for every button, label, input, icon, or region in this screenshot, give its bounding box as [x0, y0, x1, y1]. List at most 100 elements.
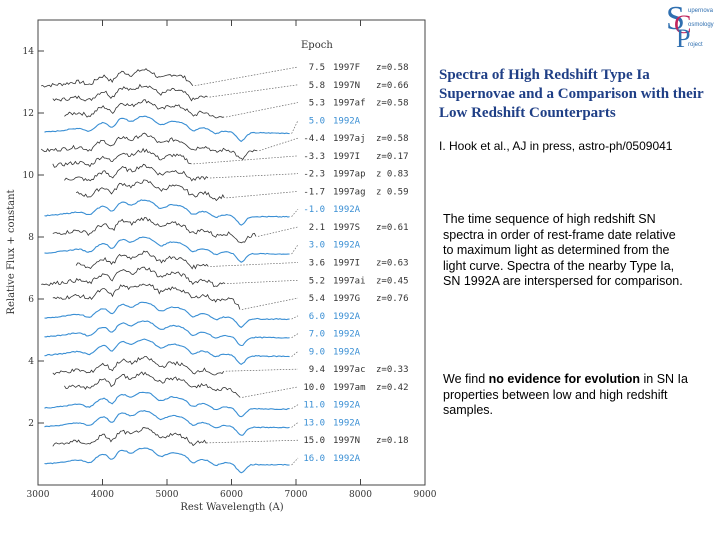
sn-name-label: 1997N	[333, 436, 360, 446]
spectrum-line	[44, 236, 290, 263]
epoch-label: 7.5	[309, 63, 325, 73]
sn-name-label: 1992A	[333, 330, 361, 340]
spectrum-line	[64, 371, 241, 398]
epoch-label: 5.0	[309, 116, 325, 126]
leader-line	[210, 262, 299, 267]
spectrum-line	[40, 132, 258, 161]
leader-line	[291, 457, 299, 466]
epoch-label: -4.4	[303, 134, 325, 144]
logo-word-2: osmology	[688, 22, 714, 28]
sn-name-label: 1997ag	[333, 187, 366, 197]
spectrum-line	[52, 427, 208, 447]
epoch-label: -1.0	[303, 205, 325, 215]
spectra-chart: 3000 4000 5000 6000 7000 8000 9000 2 4 6 8 10 12 14 7…	[6, 19, 437, 513]
epoch-label: 15.0	[303, 436, 325, 446]
epoch-label: 5.2	[309, 276, 325, 286]
leader-line	[291, 351, 299, 357]
sn-name-label: 1997F	[333, 63, 360, 73]
x-tick-label: 9000	[414, 490, 437, 500]
conclusion-pre: We find	[443, 372, 489, 386]
spectrum-line	[64, 99, 225, 119]
leader-line	[291, 208, 299, 217]
leader-line	[291, 120, 299, 134]
redshift-label: z 0.59	[376, 187, 409, 197]
leader-line	[193, 155, 299, 165]
y-tick-label: 14	[23, 47, 35, 57]
epoch-label: -3.3	[303, 152, 325, 162]
epoch-label: -1.7	[303, 187, 325, 197]
sn-name-label: 1992A	[333, 401, 361, 411]
spectrum-line	[44, 301, 290, 329]
epoch-label: 16.0	[303, 454, 325, 464]
epoch-label: 2.1	[309, 223, 325, 233]
y-tick-label: 4	[28, 357, 34, 367]
sn-name-label: 1997ac	[333, 365, 366, 375]
epoch-label: 13.0	[303, 418, 325, 428]
sn-name-label: 1997ai	[333, 276, 366, 286]
sn-name-label: 1992A	[333, 116, 361, 126]
conclusion-post: in SN Ia properties between low and high…	[443, 372, 688, 417]
sn-name-label: 1992A	[333, 241, 361, 251]
leader-line	[242, 386, 299, 398]
leader-line	[257, 226, 299, 237]
redshift-label: z=0.42	[376, 383, 409, 393]
sn-name-label: 1992A	[333, 205, 361, 215]
logo-letter-c: C	[674, 10, 692, 39]
x-tick-label: 6000	[220, 490, 243, 500]
leader-line	[209, 84, 299, 98]
epoch-label: 3.0	[309, 241, 325, 251]
redshift-label: z=0.61	[376, 223, 409, 233]
redshift-label: z=0.58	[376, 99, 409, 109]
epoch-label: 7.0	[309, 330, 325, 340]
leader-line	[291, 315, 299, 320]
spectrum-line	[44, 410, 290, 436]
logo-word-3: roject	[688, 42, 703, 48]
spectrum-line	[44, 338, 290, 365]
scp-logo: S C P upernova osmology roject	[660, 0, 716, 54]
epoch-label: 5.8	[309, 81, 325, 91]
logo-word-1: upernova	[688, 8, 714, 14]
y-tick-label: 2	[28, 419, 34, 429]
spectrum-line	[52, 83, 208, 102]
slide-title: Spectra of High Redshift Type Ia Superno…	[439, 67, 704, 121]
citation: I. Hook et al., AJ in press, astro-ph/05…	[439, 139, 673, 153]
redshift-label: z=0.76	[376, 294, 409, 304]
leader-line	[226, 191, 299, 199]
plot-frame	[37, 19, 426, 486]
description-text: The time sequence of high redshift SN sp…	[443, 212, 683, 288]
legend-header: Epoch	[301, 40, 333, 51]
spectrum-line	[52, 283, 241, 310]
leader-line	[291, 244, 299, 255]
y-tick-label: 12	[23, 109, 34, 119]
sn-name-label: 1997am	[333, 383, 366, 393]
spectrum-line	[52, 147, 192, 168]
sn-name-label: 1992A	[333, 347, 361, 357]
redshift-label: z 0.83	[376, 170, 409, 180]
redshift-label: z=0.17	[376, 152, 409, 162]
x-tick-label: 7000	[285, 490, 308, 500]
spectrum-line	[52, 217, 257, 244]
epoch-label: 11.0	[303, 401, 325, 411]
sn-name-label: 1992A	[333, 454, 361, 464]
spectrum-line	[64, 163, 209, 182]
leader-line	[226, 102, 299, 118]
spectrum-line	[41, 68, 194, 88]
y-tick-label: 6	[28, 295, 34, 305]
epoch-label: 5.4	[309, 294, 325, 304]
y-tick-label: 8	[28, 233, 34, 243]
leader-line	[241, 297, 299, 310]
y-tick-label: 10	[23, 171, 35, 181]
sn-name-label: 1997G	[333, 294, 360, 304]
sn-name-label: 1997ap	[333, 170, 366, 180]
epoch-label: 3.6	[309, 259, 325, 269]
redshift-label: z=0.58	[376, 63, 409, 73]
redshift-label: z=0.58	[376, 134, 409, 144]
epoch-label: 10.0	[303, 383, 325, 393]
leader-line	[225, 368, 299, 372]
spectrum-line	[44, 115, 290, 143]
epoch-label: 9.0	[309, 347, 325, 357]
sn-name-label: 1997af	[333, 99, 366, 109]
sn-name-label: 1992A	[333, 312, 361, 322]
spectrum-line	[41, 266, 226, 288]
redshift-label: z=0.66	[376, 81, 409, 91]
